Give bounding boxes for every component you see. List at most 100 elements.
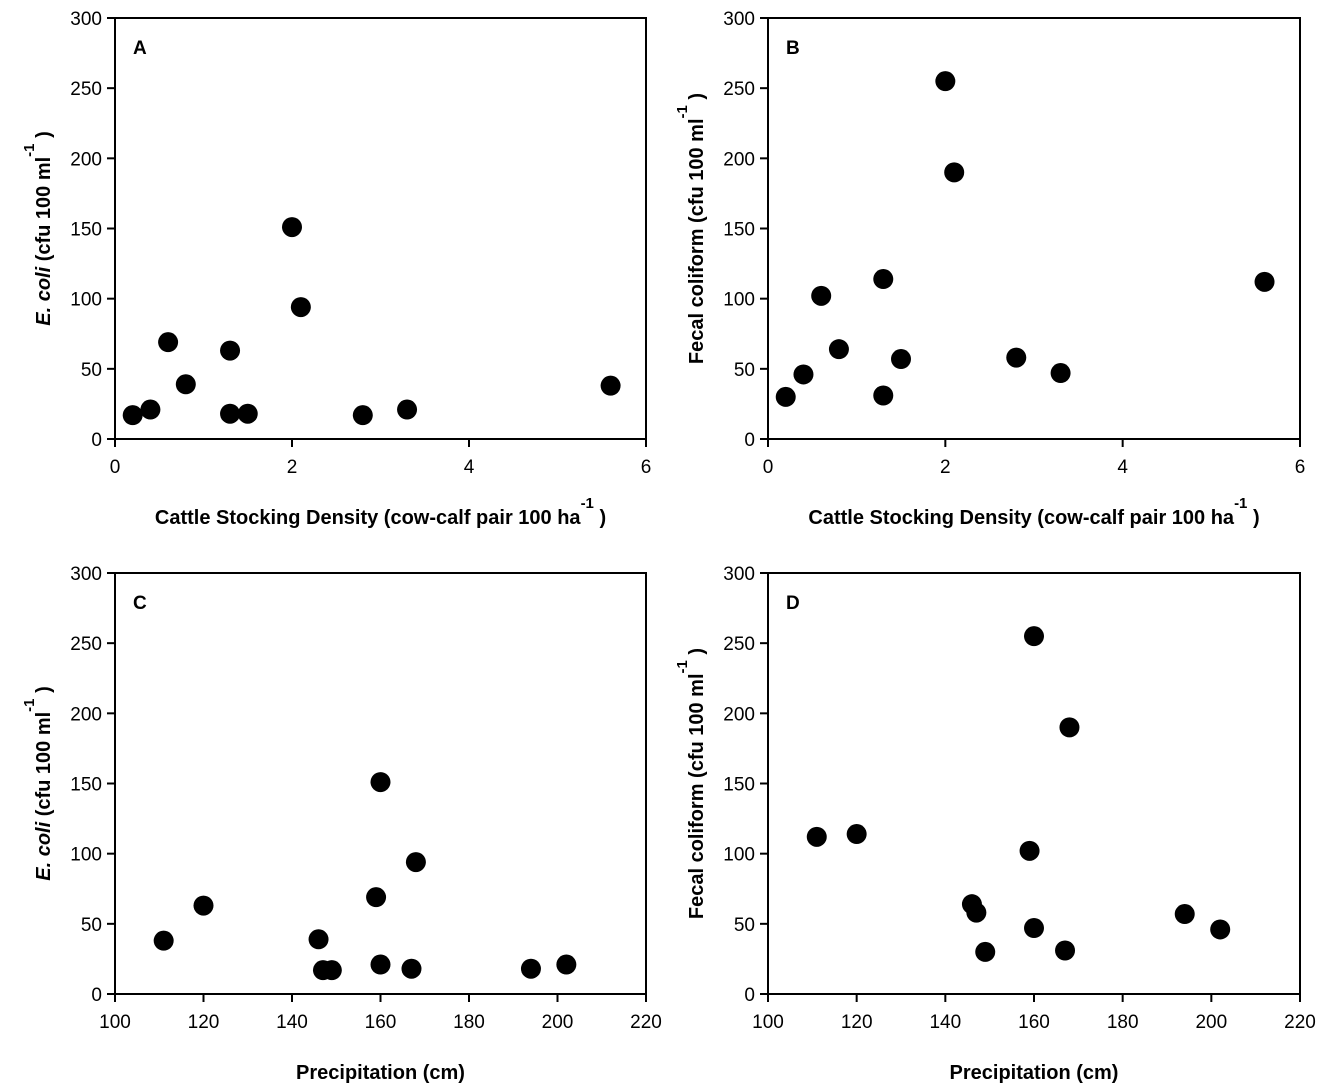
data-point [891,349,911,370]
y-tick-label: 0 [744,430,755,451]
data-point [935,71,956,92]
data-point [944,162,965,183]
x-tick-label: 180 [453,1012,485,1033]
panel-a: 0 50 100 150 200 250 300 0 2 4 6 A Cattle Stocking D… [21,9,651,529]
panel-letter: B [786,38,800,59]
y-tick-label: 300 [70,9,102,30]
x-tick-label: 180 [1107,1012,1139,1033]
y-tick-label: 50 [734,360,755,381]
x-tick-label: 120 [841,1012,873,1033]
y-tick-label: 250 [723,634,755,655]
panel-letter: D [786,593,800,614]
x-tick-label: 140 [276,1012,308,1033]
data-point [1006,347,1027,368]
y-tick-label: 150 [70,220,102,241]
y-tick-label: 0 [91,985,102,1006]
data-point [1024,626,1044,647]
x-tick-label: 2 [287,457,298,478]
x-axis-label: Cattle Stocking Density (cow-calf pair 1… [155,495,606,529]
y-tick-label: 50 [81,915,102,936]
x-tick-label: 6 [1295,457,1306,478]
data-point [600,375,621,396]
x-tick-label: 4 [464,457,475,478]
data-point [175,374,196,395]
data-point [158,332,179,353]
data-point [1059,717,1080,738]
x-axis-label: Cattle Stocking Density (cow-calf pair 1… [808,495,1259,529]
data-point [220,403,241,424]
data-point [975,941,996,962]
data-point [873,269,894,290]
y-tick-label: 100 [70,290,102,311]
data-point [873,385,894,406]
y-tick-label: 300 [723,9,755,30]
y-axis-label: Fecal coliform (cfu 100 ml-1 ) [674,648,708,919]
data-point [237,403,258,424]
panel-letter: C [133,593,147,614]
data-point [370,772,391,793]
y-tick-label: 150 [723,775,755,796]
data-point [1055,940,1076,961]
data-point [282,217,302,238]
x-tick-label: 4 [1117,457,1128,478]
data-point [775,386,796,407]
x-tick-label: 0 [110,457,121,478]
x-tick-label: 0 [763,457,774,478]
data-point [811,285,832,306]
y-tick-label: 250 [723,79,755,100]
y-tick-label: 200 [723,704,755,725]
x-tick-label: 160 [365,1012,397,1033]
y-tick-label: 100 [723,845,755,866]
data-point [1210,919,1231,940]
data-point [520,958,541,979]
x-axis-label: Precipitation (cm) [296,1062,465,1083]
x-tick-label: 200 [542,1012,574,1033]
data-point [793,364,814,385]
plot-frame [114,17,647,440]
x-tick-label: 100 [752,1012,784,1033]
data-point [1050,363,1071,384]
y-tick-label: 300 [723,564,755,585]
data-point [1019,840,1040,861]
y-tick-label: 200 [723,149,755,170]
y-tick-label: 200 [70,704,102,725]
data-point [1254,271,1275,292]
x-tick-label: 120 [188,1012,220,1033]
y-axis-label: E. coli (cfu 100 ml-1 ) [21,131,55,326]
panel-b: 0 50 100 150 200 250 300 0 2 4 6 B Cattle Stocking D… [674,9,1305,529]
data-point [220,340,241,361]
data-point [370,954,391,975]
y-tick-label: 0 [91,430,102,451]
x-tick-label: 100 [99,1012,131,1033]
data-point [140,399,161,420]
data-point [153,930,174,951]
y-tick-label: 100 [70,845,102,866]
panel-c: 0 50 100 150 200 250 300 100 120 140 160 180 200 220 C… [21,564,662,1083]
panel-letter: A [133,38,147,59]
data-point [1024,918,1044,939]
data-point [397,399,418,420]
plot-frame [767,17,1301,440]
data-point [401,958,422,979]
y-tick-label: 250 [70,79,102,100]
y-tick-label: 0 [744,985,755,1006]
data-point [366,887,387,908]
x-tick-label: 220 [1284,1012,1316,1033]
x-tick-label: 160 [1018,1012,1050,1033]
data-point [193,895,214,916]
x-tick-label: 140 [929,1012,961,1033]
x-tick-label: 200 [1195,1012,1227,1033]
data-point [556,954,577,975]
data-point [1174,904,1195,925]
data-point [290,297,311,318]
x-axis-label: Precipitation (cm) [950,1062,1119,1083]
x-tick-label: 6 [641,457,652,478]
x-tick-label: 220 [630,1012,662,1033]
y-tick-label: 100 [723,290,755,311]
data-point [966,902,987,923]
panel-d: 0 50 100 150 200 250 300 100 120 140 160 180 200 220 D… [674,564,1316,1083]
data-point [308,929,329,950]
y-tick-label: 150 [723,220,755,241]
data-point [122,405,143,426]
